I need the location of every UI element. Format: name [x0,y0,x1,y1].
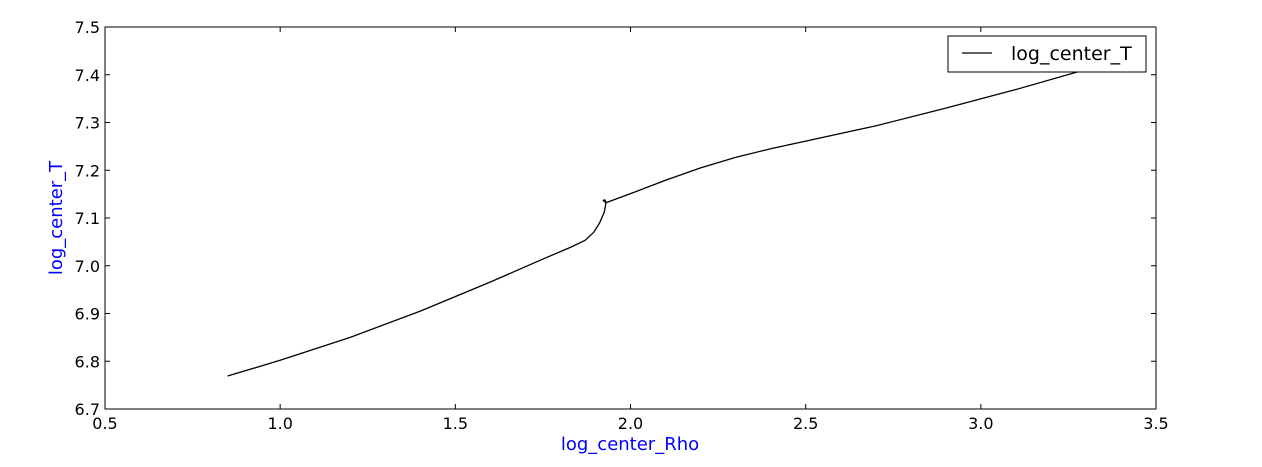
x-tick-label: 0.5 [92,414,117,433]
legend-label: log_center_T [1011,43,1132,65]
y-tick-label: 6.7 [75,400,100,419]
y-tick-label: 7.3 [75,114,100,133]
y-tick-label: 7.4 [75,66,100,85]
chart-marks [227,52,1139,377]
x-tick-label: 3.0 [968,414,993,433]
legend: log_center_T [947,35,1147,73]
x-axis-label: log_center_Rho [561,434,699,455]
x-tick-label: 2.0 [618,414,643,433]
x-tick-label: 3.5 [1143,414,1168,433]
plot-frame [104,26,1157,410]
y-axis-label: log_center_T [46,160,67,275]
x-tick-label: 2.5 [793,414,818,433]
x-tick-label: 1.5 [443,414,468,433]
x-tick-label: 1.0 [267,414,292,433]
y-tick-label: 6.9 [75,305,100,324]
legend-box [947,35,1147,73]
y-tick-label: 7.0 [75,257,100,276]
y-tick-label: 7.1 [75,209,100,228]
y-tick-label: 7.5 [75,18,100,37]
series-line-log_center_T [227,52,1139,377]
y-tick-label: 7.2 [75,161,100,180]
chart-axes: 0.5 1.0 1.5 2.0 2.5 3.0 3.5 6.7 6.8 6.9 7.0 7.1 7.2 7… [75,18,1169,433]
y-tick-label: 6.8 [75,352,100,371]
